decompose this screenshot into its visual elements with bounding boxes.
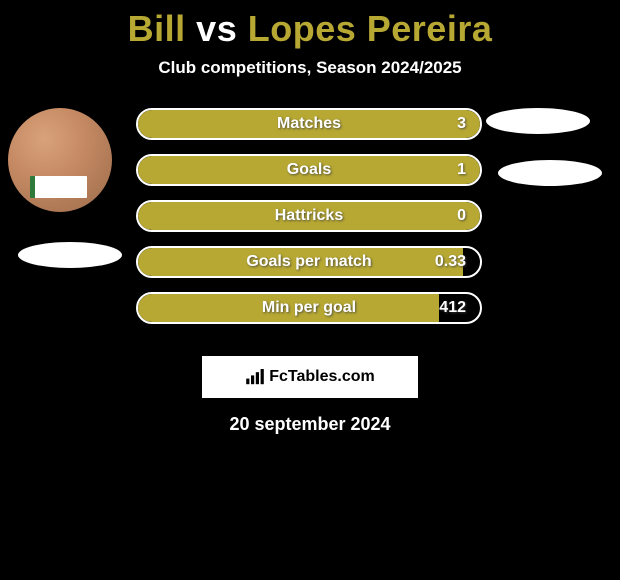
stat-bar-value: 1 xyxy=(457,156,466,184)
bars-icon xyxy=(245,369,265,385)
stat-bars: Matches3Goals1Hattricks0Goals per match0… xyxy=(136,108,482,338)
stat-bar: Goals1 xyxy=(136,154,482,186)
title-player2: Lopes Pereira xyxy=(248,8,493,49)
stat-bar: Goals per match0.33 xyxy=(136,246,482,278)
stat-bar-label: Min per goal xyxy=(138,294,480,322)
stat-bar-value: 0.33 xyxy=(435,248,466,276)
player2-ellipse-1 xyxy=(486,108,590,134)
brand-text: FcTables.com xyxy=(269,368,375,386)
stat-bar-label: Goals per match xyxy=(138,248,480,276)
page-title: Bill vs Lopes Pereira xyxy=(0,0,620,50)
title-vs: vs xyxy=(196,8,237,49)
player1-shadow-ellipse xyxy=(18,242,122,268)
stat-bar-value: 412 xyxy=(439,294,466,322)
stat-bar: Hattricks0 xyxy=(136,200,482,232)
stat-bar-value: 0 xyxy=(457,202,466,230)
stat-bar-value: 3 xyxy=(457,110,466,138)
stat-bar: Matches3 xyxy=(136,108,482,140)
player1-avatar xyxy=(8,108,112,212)
brand-box: FcTables.com xyxy=(202,356,418,398)
date-line: 20 september 2024 xyxy=(0,414,620,435)
stat-bar-label: Hattricks xyxy=(138,202,480,230)
subtitle: Club competitions, Season 2024/2025 xyxy=(0,58,620,78)
stat-bar-label: Matches xyxy=(138,110,480,138)
stat-bar: Min per goal412 xyxy=(136,292,482,324)
stat-bar-label: Goals xyxy=(138,156,480,184)
player2-ellipse-2 xyxy=(498,160,602,186)
title-player1: Bill xyxy=(128,8,186,49)
stats-arena: Matches3Goals1Hattricks0Goals per match0… xyxy=(0,108,620,338)
